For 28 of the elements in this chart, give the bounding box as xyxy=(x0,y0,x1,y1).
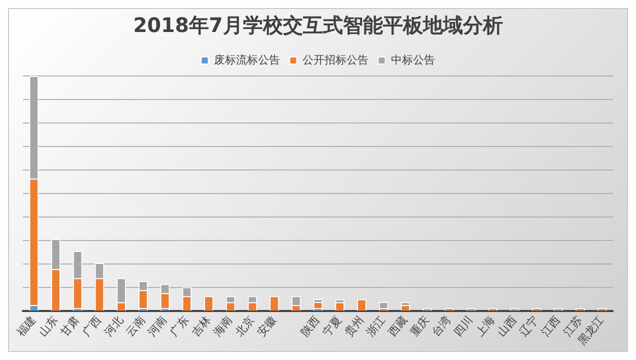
x-tick-label: 西藏 xyxy=(386,314,410,340)
x-tick-label: 贵州 xyxy=(342,314,366,340)
x-tick-label: 重庆 xyxy=(408,314,432,340)
x-tick-label: 安徽 xyxy=(254,314,279,340)
x-tick-label: 宁夏 xyxy=(320,314,344,340)
x-tick-label: 河北 xyxy=(102,314,126,340)
x-tick-label: 台湾 xyxy=(430,314,454,340)
x-tick-label: 陕西 xyxy=(298,314,322,340)
x-tick-label: 甘肃 xyxy=(58,314,82,340)
chart-title: 2018年7月学校交互式智能平板地域分析 xyxy=(133,13,503,38)
x-tick-label: 北京 xyxy=(232,314,257,340)
legend-label: 中标公告 xyxy=(390,53,435,66)
x-tick-label: 广西 xyxy=(80,314,104,340)
legend-label: 公开招标公告 xyxy=(302,53,368,66)
x-tick-label: 上海 xyxy=(473,314,498,340)
x-tick-label: 云南 xyxy=(124,314,148,340)
x-tick-label: 辽宁 xyxy=(516,314,542,340)
x-tick-label: 吉林 xyxy=(189,314,214,340)
x-tick-label: 海南 xyxy=(210,314,236,340)
x-tick-label: 山东 xyxy=(36,314,60,340)
legend-label: 废标流标公告 xyxy=(214,53,280,66)
x-tick-label: 江西 xyxy=(538,314,563,340)
x-tick-label: 四川 xyxy=(451,314,476,340)
x-tick-label: 浙江 xyxy=(364,314,388,340)
x-tick-label: 河南 xyxy=(145,314,170,340)
x-tick-label: 福建 xyxy=(14,314,38,340)
x-tick-label: 山西 xyxy=(495,314,520,340)
x-tick-label: 广东 xyxy=(167,314,192,340)
